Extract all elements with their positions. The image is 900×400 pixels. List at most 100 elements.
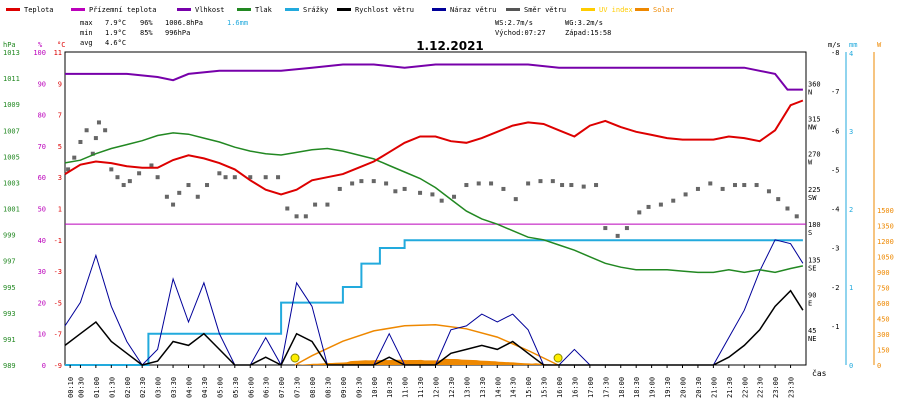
tick-solar: 1500 [877, 207, 894, 215]
wind-dir-point [171, 202, 176, 207]
wind-dir-point [671, 198, 676, 203]
x-tick-label: 05:00 [216, 377, 224, 398]
tick-temperature: 3 [58, 174, 62, 182]
tick-pressure: 1005 [3, 153, 20, 161]
tick-wind-speed: -2 [831, 284, 839, 292]
x-tick-label: 12:00 [433, 377, 441, 398]
x-tick-label: 21:00 [710, 377, 718, 398]
chart-title: 1.12.2021 [416, 39, 484, 53]
stat-max-hum: 96% [140, 19, 153, 27]
stat-min-label: min [80, 29, 93, 37]
x-tick-label: 22:00 [741, 377, 749, 398]
wind-dir-point [223, 175, 228, 180]
unit-solar: W [877, 41, 882, 49]
wind-dir-point [393, 189, 398, 194]
legend-label-2: Vlhkost [195, 6, 225, 14]
wind-dir-point [371, 179, 376, 184]
x-tick-label: 16:30 [571, 377, 579, 398]
tick-wind-speed: -6 [831, 127, 839, 135]
stat-max-temp: 7.9°C [105, 19, 126, 27]
axes-ticks: 9899919939959979991001100310051007100910… [3, 49, 894, 370]
x-tick-label: 22:30 [757, 377, 765, 398]
x-tick-label: 00:10 [67, 377, 75, 398]
tick-pressure: 991 [3, 336, 16, 344]
tick-humidity: 90 [38, 80, 46, 88]
tick-humidity: 100 [33, 49, 46, 57]
wind-stat-sunset: Západ:15:58 [565, 29, 611, 37]
wind-dir-point [294, 214, 299, 219]
tick-temperature: 5 [58, 143, 62, 151]
wind-dir-point [695, 186, 700, 191]
stat-min-temp: 1.9°C [105, 29, 126, 37]
x-tick-label: 07:30 [294, 377, 302, 398]
tick-wind-dir-label: NE [808, 335, 816, 343]
tick-wind-dir-label: SE [808, 264, 816, 272]
wind-dir-point [232, 175, 237, 180]
sunrise-marker [290, 353, 300, 363]
tick-solar: 450 [877, 316, 890, 324]
x-tick-label: 23:00 [772, 377, 780, 398]
legend-swatch-4 [285, 8, 299, 11]
legend-label-4: Srážky [303, 6, 328, 14]
wind-dir-point [137, 171, 142, 176]
tick-solar: 0 [877, 362, 881, 370]
tick-pressure: 999 [3, 232, 16, 240]
wind-dir-point [276, 175, 281, 180]
wind-dir-point [476, 181, 481, 186]
wind-dir-point [384, 181, 389, 186]
legend-label-5: Rychlost větru [355, 6, 414, 14]
tick-wind-dir-value: 270 [808, 151, 821, 159]
tick-wind-dir-label: N [808, 88, 812, 96]
tick-humidity: 50 [38, 206, 46, 214]
x-tick-label: 20:30 [695, 377, 703, 398]
stats-block: max 7.9°C 96% 1006.8hPa 1.6mm min 1.9°C … [80, 19, 248, 47]
x-tick-label: 15:30 [541, 377, 549, 398]
unit-wind-speed: m/s [828, 41, 841, 49]
tick-solar: 1200 [877, 238, 894, 246]
wind-dir-point [637, 210, 642, 215]
x-tick-label: 10:00 [371, 377, 379, 398]
tick-pressure: 995 [3, 284, 16, 292]
wind-dir-point [501, 186, 506, 191]
tick-temperature: 7 [58, 112, 62, 120]
x-tick-label: 03:30 [170, 377, 178, 398]
tick-temperature: 9 [58, 80, 62, 88]
wind-dir-point [785, 206, 790, 211]
legend-label-3: Tlak [255, 6, 273, 14]
stat-max-label: max [80, 19, 93, 27]
wind-dir-point [720, 186, 725, 191]
tick-solar: 300 [877, 331, 890, 339]
tick-humidity: 0 [42, 362, 46, 370]
wind-dir-point [526, 181, 531, 186]
tick-rain: 3 [849, 128, 853, 136]
stat-max-press: 1006.8hPa [165, 19, 203, 27]
tick-solar: 1350 [877, 223, 894, 231]
tick-pressure: 1009 [3, 101, 20, 109]
wind-dir-point [248, 175, 253, 180]
legend-swatch-2 [177, 8, 191, 11]
wind-stat-ws: WS:2.7m/s [495, 19, 533, 27]
tick-humidity: 60 [38, 174, 46, 182]
series-humidity [65, 63, 803, 91]
tick-wind-speed: -4 [831, 206, 839, 214]
x-tick-label: 18:00 [618, 377, 626, 398]
x-tick-label: 06:30 [263, 377, 271, 398]
x-tick-label: 01:00 [93, 377, 101, 398]
tick-solar: 750 [877, 285, 890, 293]
tick-wind-dir-value: 360 [808, 80, 821, 88]
wind-dir-point [93, 136, 98, 141]
tick-temperature: -3 [54, 268, 62, 276]
axis-units: hPa % °C m/s mm W [3, 41, 882, 49]
x-tick-label: 18:30 [633, 377, 641, 398]
x-tick-label: 02:00 [124, 377, 132, 398]
x-tick-label: 02:30 [139, 377, 147, 398]
stat-min-hum: 85% [140, 29, 153, 37]
legend-swatch-0 [6, 8, 20, 11]
legend-label-7: Směr větru [524, 6, 566, 14]
wind-dir-point [121, 183, 126, 188]
tick-humidity: 10 [38, 331, 46, 339]
series-solar-curve [294, 323, 559, 366]
wind-dir-point [164, 194, 169, 199]
wind-dir-point [624, 226, 629, 231]
